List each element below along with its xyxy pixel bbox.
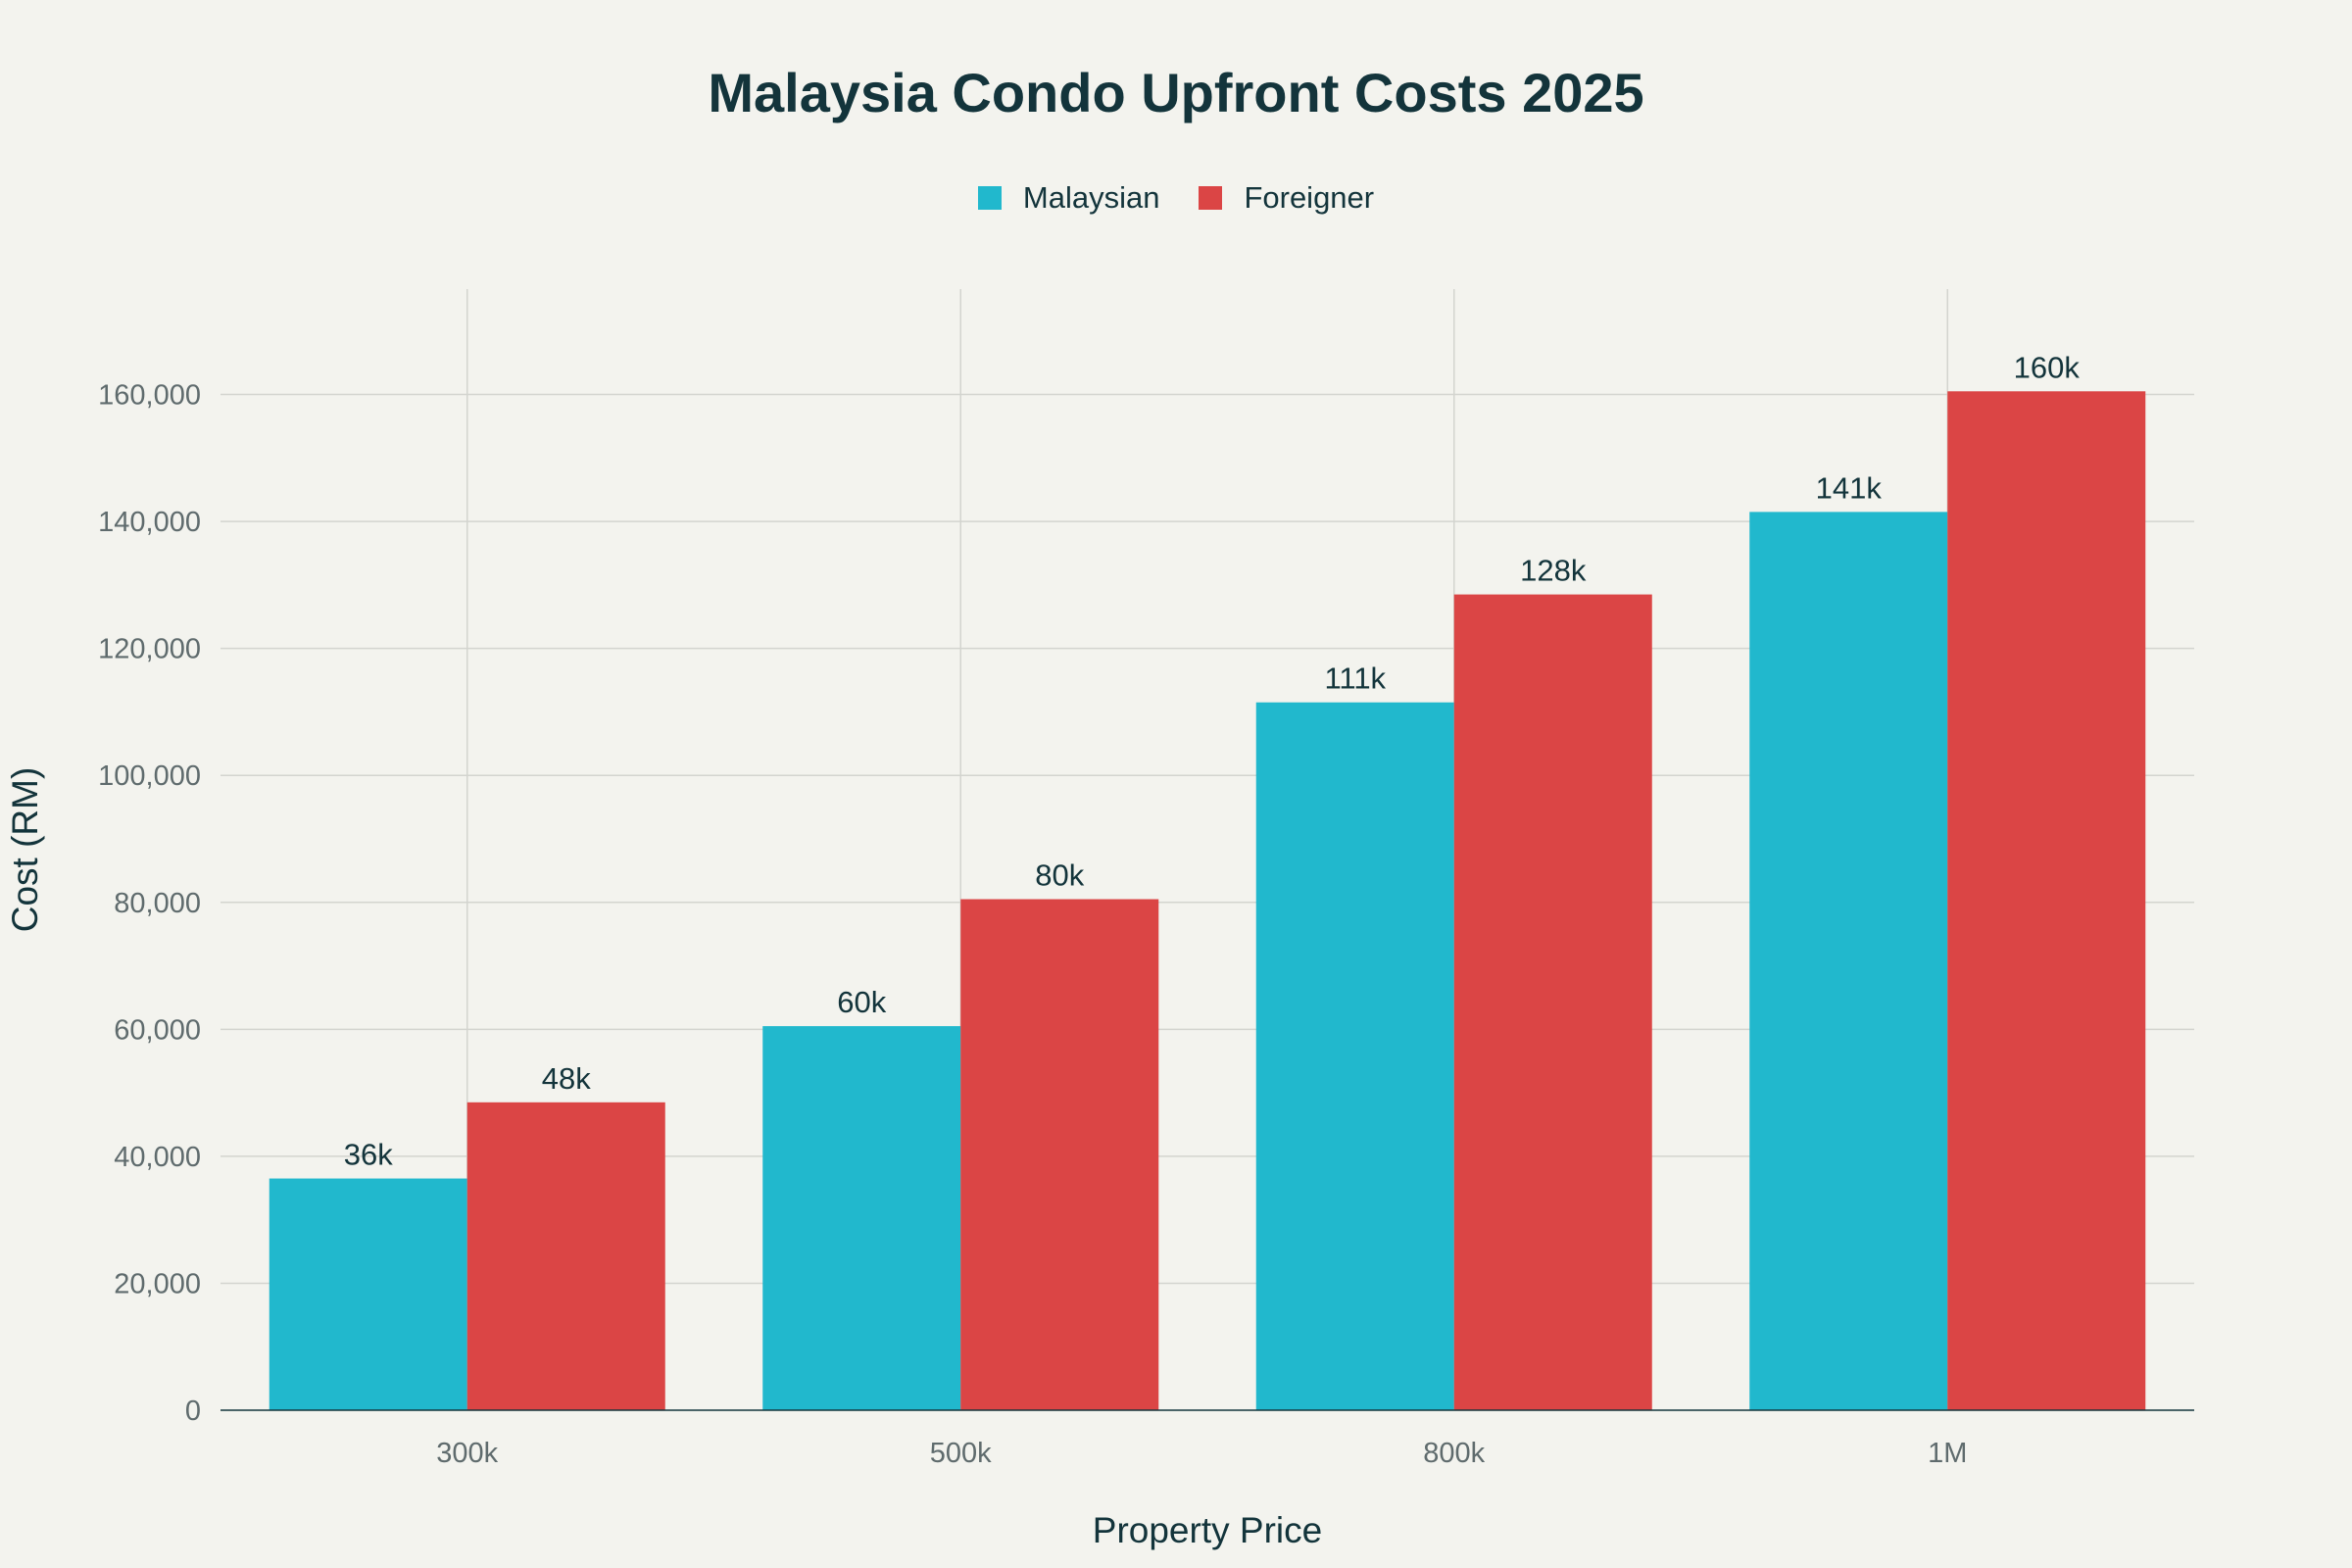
y-tick-label: 100,000 [98, 760, 201, 792]
bar-malaysian [1749, 512, 1948, 1410]
data-label: 80k [1035, 858, 1084, 893]
data-label: 128k [1520, 554, 1587, 588]
bar-foreigner [466, 1102, 665, 1410]
data-label: 36k [344, 1138, 393, 1172]
bar-malaysian [762, 1026, 961, 1410]
y-tick-label: 120,000 [98, 634, 201, 665]
legend-label: Malaysian [1022, 180, 1160, 215]
y-axis-title: Cost (RM) [5, 767, 45, 933]
legend-item-malaysian[interactable]: Malaysian [977, 180, 1160, 216]
legend: Malaysian Foreigner [0, 180, 2352, 216]
x-tick-label: 500k [930, 1438, 992, 1469]
y-tick-label: 40,000 [114, 1142, 201, 1173]
data-label: 60k [837, 985, 886, 1019]
y-tick-label: 160,000 [98, 380, 201, 412]
data-label: 111k [1324, 662, 1386, 696]
bar-malaysian [269, 1178, 467, 1410]
chart-title: Malaysia Condo Upfront Costs 2025 [708, 62, 1644, 123]
x-tick-label: 300k [436, 1438, 498, 1469]
legend-label: Foreigner [1244, 180, 1375, 215]
legend-swatch-foreigner [1199, 186, 1223, 210]
legend-item-foreigner[interactable]: Foreigner [1199, 180, 1374, 216]
y-tick-label: 80,000 [114, 888, 201, 919]
data-label: 141k [1816, 470, 1883, 505]
bar-foreigner [1947, 391, 2146, 1411]
bar-foreigner [960, 899, 1159, 1410]
x-tick-label: 800k [1423, 1438, 1485, 1469]
data-label: 48k [542, 1061, 591, 1096]
bar-malaysian [1255, 702, 1454, 1410]
y-tick-label: 60,000 [114, 1014, 201, 1046]
x-axis-title: Property Price [1093, 1510, 1322, 1550]
legend-swatch-malaysian [977, 186, 1002, 210]
bar-foreigner [1453, 594, 1652, 1410]
y-tick-label: 0 [185, 1396, 201, 1427]
y-tick-label: 20,000 [114, 1268, 201, 1299]
data-label: 160k [2014, 350, 2081, 384]
x-tick-label: 1M [1928, 1438, 1967, 1469]
y-tick-label: 140,000 [98, 507, 201, 538]
